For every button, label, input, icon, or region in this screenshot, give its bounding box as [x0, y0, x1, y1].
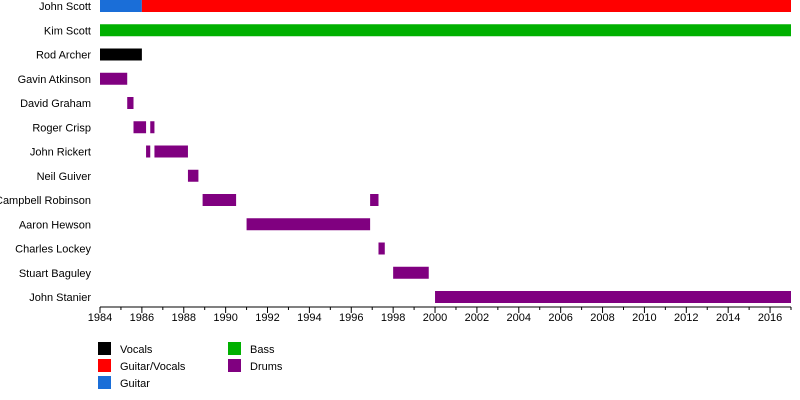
- timeline-bars: [100, 0, 791, 303]
- x-tick-label-2016: 2016: [758, 312, 782, 324]
- member-label-stuart-baguley: Stuart Baguley: [19, 268, 92, 280]
- member-label-aaron-hewson: Aaron Hewson: [19, 219, 91, 231]
- legend: Vocals Guitar/Vocals Guitar Bass Drums: [98, 342, 283, 390]
- x-tick-label-2010: 2010: [632, 312, 656, 324]
- legend-swatch-guitar: [98, 376, 111, 389]
- bar-gavin-atkinson-drums-4: [100, 72, 128, 85]
- x-tick-label-1990: 1990: [213, 312, 237, 324]
- bar-john-rickert-drums-9: [154, 145, 188, 158]
- x-tick-label-2002: 2002: [465, 312, 489, 324]
- legend-label-bass: Bass: [250, 344, 275, 356]
- legend-label-drums: Drums: [250, 361, 283, 373]
- bar-roger-crisp-drums-6: [133, 121, 147, 134]
- x-tick-label-2014: 2014: [716, 312, 740, 324]
- member-label-rod-archer: Rod Archer: [36, 50, 91, 62]
- bar-roger-crisp-drums-7: [150, 121, 155, 134]
- legend-swatch-drums: [228, 359, 241, 372]
- bar-rod-archer-vocals-3: [100, 48, 142, 61]
- x-tick-label-1998: 1998: [381, 312, 405, 324]
- bar-john-scott-guitar-0: [100, 0, 142, 12]
- legend-swatch-vocals: [98, 342, 111, 355]
- legend-label-guitar: Guitar: [120, 378, 150, 390]
- bar-john-stanier-drums-16: [435, 291, 791, 303]
- bar-david-graham-drums-5: [127, 97, 134, 109]
- bar-campbell-robinson-drums-12: [370, 194, 379, 206]
- bar-campbell-robinson-drums-11: [202, 194, 237, 206]
- x-tick-label-1994: 1994: [297, 312, 321, 324]
- bar-kim-scott-bass-2: [100, 24, 791, 37]
- x-tick-label-2008: 2008: [590, 312, 614, 324]
- bar-neil-guiver-drums-10: [187, 169, 199, 182]
- x-tick-label-1996: 1996: [339, 312, 363, 324]
- member-label-david-graham: David Graham: [20, 98, 91, 110]
- x-tick-label-1984: 1984: [88, 312, 112, 324]
- member-label-roger-crisp: Roger Crisp: [32, 122, 91, 134]
- member-label-john-scott: John Scott: [39, 1, 91, 13]
- legend-label-vocals: Vocals: [120, 344, 153, 356]
- x-tick-label-2000: 2000: [423, 312, 447, 324]
- member-label-neil-guiver: Neil Guiver: [37, 171, 92, 183]
- member-label-campbell-robinson: Campbell Robinson: [0, 195, 91, 207]
- legend-swatch-guitar-vocals: [98, 359, 111, 372]
- member-label-gavin-atkinson: Gavin Atkinson: [18, 74, 91, 86]
- x-tick-label-2004: 2004: [507, 312, 531, 324]
- legend-swatch-bass: [228, 342, 241, 355]
- member-label-charles-lockey: Charles Lockey: [15, 244, 91, 256]
- member-label-john-rickert: John Rickert: [30, 147, 91, 159]
- x-axis: 1984 1986 1988 1990 1992 1994 1996 1998 2000 2002…: [88, 306, 792, 324]
- legend-label-guitar-vocals: Guitar/Vocals: [120, 361, 186, 373]
- x-tick-label-1986: 1986: [130, 312, 154, 324]
- bar-stuart-baguley-drums-15: [393, 266, 429, 279]
- member-label-kim-scott: Kim Scott: [44, 25, 91, 37]
- x-tick-label-2006: 2006: [548, 312, 572, 324]
- x-tick-label-2012: 2012: [674, 312, 698, 324]
- member-labels: John Scott Kim Scott Rod Archer Gavin Atkin…: [0, 1, 91, 304]
- bar-aaron-hewson-drums-13: [246, 218, 371, 231]
- x-tick-label-1988: 1988: [172, 312, 196, 324]
- bar-john-rickert-drums-8: [146, 145, 151, 158]
- member-label-john-stanier: John Stanier: [29, 292, 91, 304]
- bar-john-scott-guitar-vocals-1: [141, 0, 791, 12]
- x-tick-label-1992: 1992: [255, 312, 279, 324]
- bar-charles-lockey-drums-14: [378, 242, 385, 255]
